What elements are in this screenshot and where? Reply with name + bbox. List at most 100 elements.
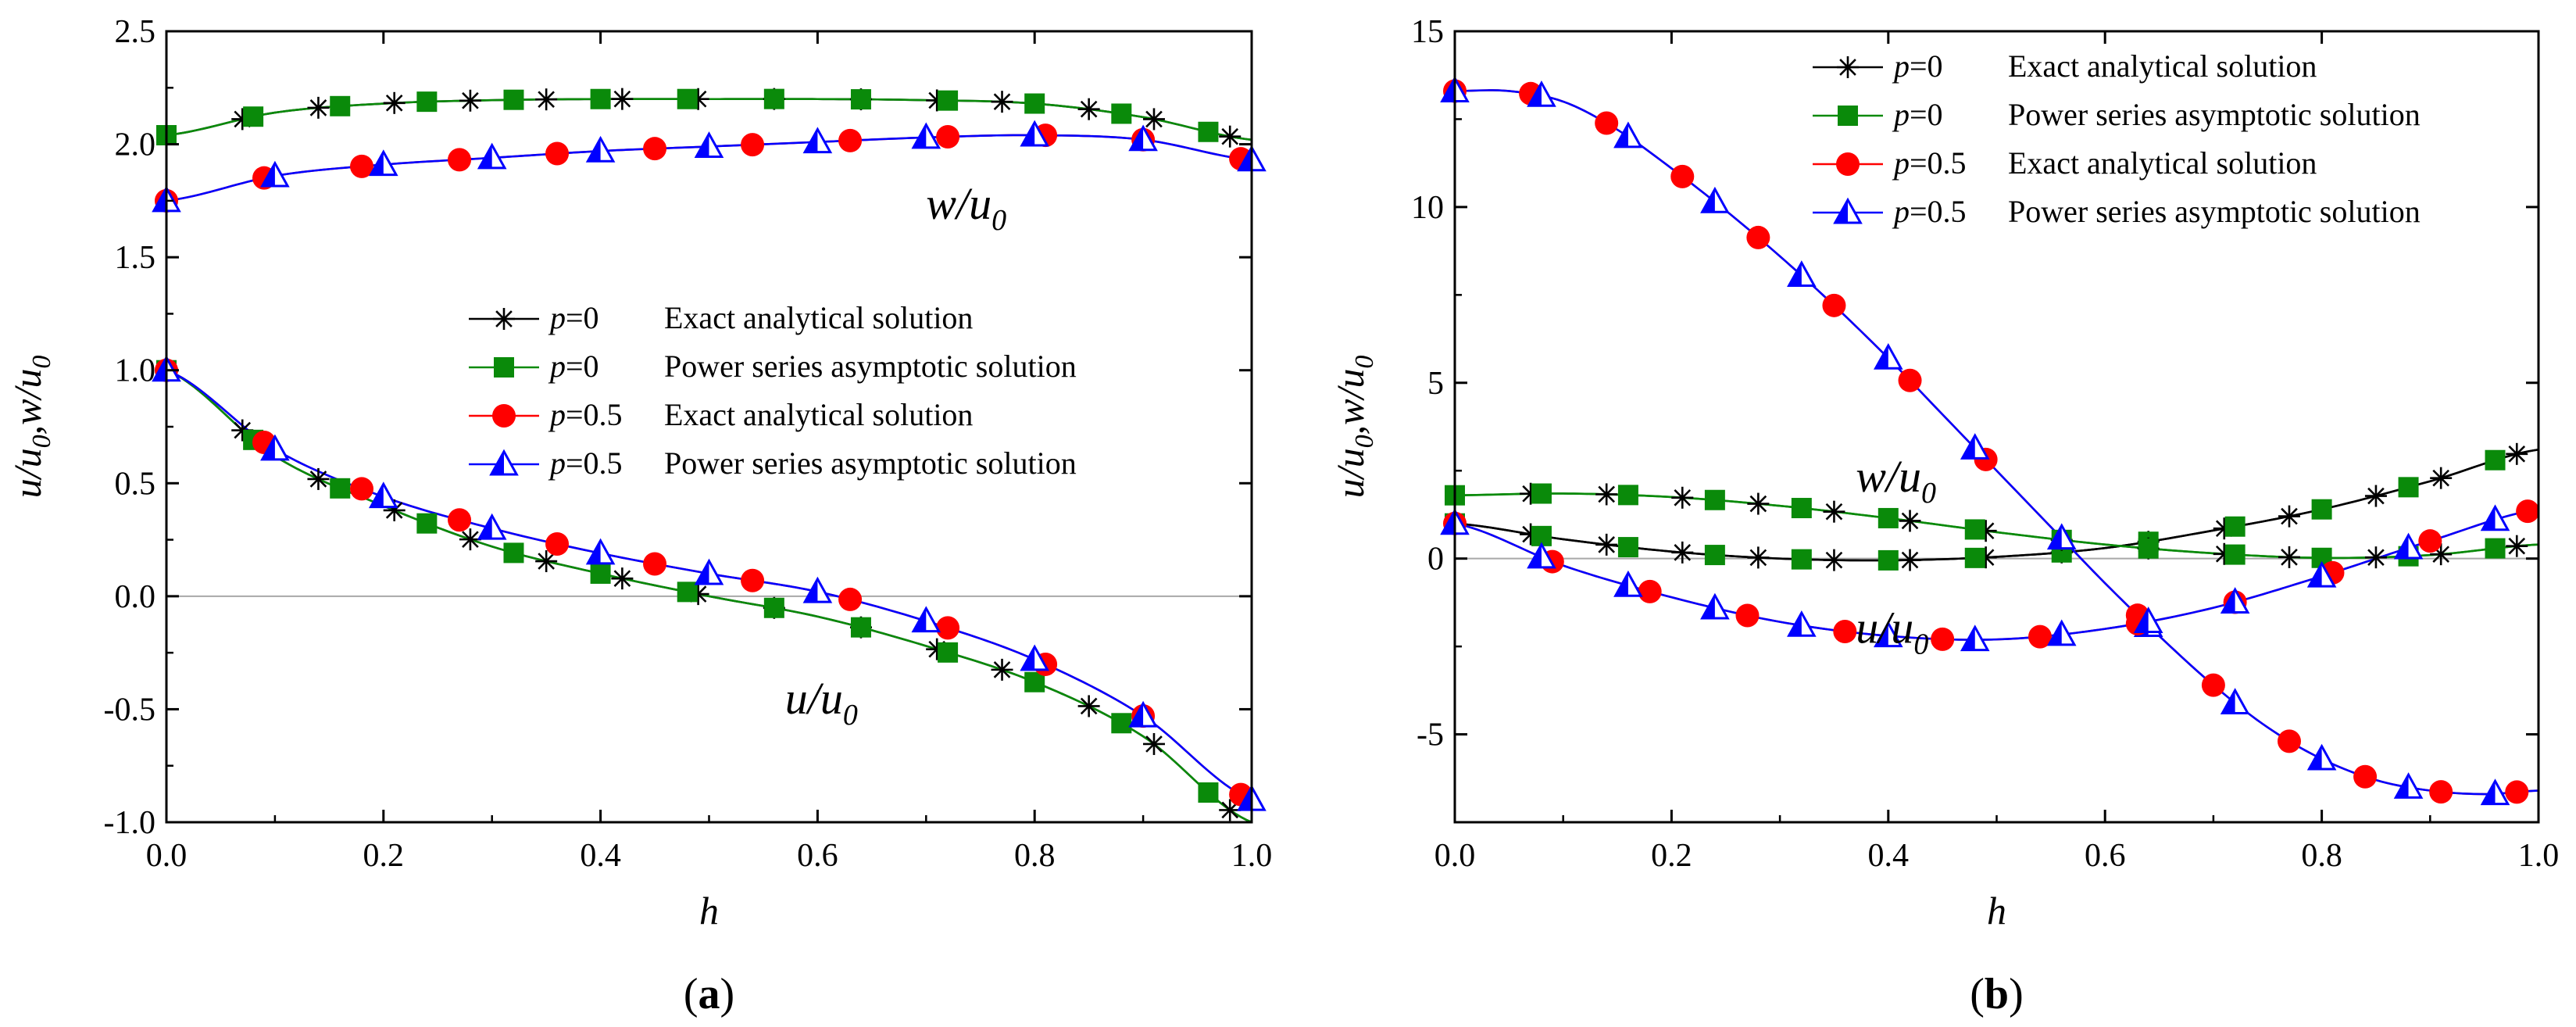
series-3-marker (585, 135, 616, 163)
legend-marker (494, 357, 514, 378)
x-tick-label: 1.0 (1231, 838, 1273, 874)
series-1-marker (1111, 103, 1132, 124)
y-axis-title-text: u/u0,w/u0 (5, 356, 56, 499)
series-0-marker (1142, 108, 1165, 131)
series-4-marker (991, 658, 1013, 681)
series-3-marker (1531, 483, 1552, 504)
y-tick-label: 0 (1427, 542, 1444, 578)
series-0-marker (1219, 125, 1242, 148)
series-7-marker (694, 558, 724, 585)
series-6-marker (1735, 603, 1760, 628)
series-5-marker (677, 581, 698, 603)
y-axis-title-text: u/u0,w/u0 (1328, 356, 1379, 499)
series-0-marker (2364, 485, 2387, 507)
series-5-marker (938, 642, 959, 663)
legend-p: p (548, 446, 566, 481)
series-0-marker (991, 91, 1013, 113)
x-tick-label: 0.0 (146, 838, 188, 874)
series-7-marker (1700, 592, 1730, 620)
series-3-marker (477, 142, 507, 170)
legend-desc: Exact analytical solution (2008, 48, 2317, 84)
x-tick-label: 0.2 (1651, 838, 1692, 874)
panel-label-letter: a (698, 970, 720, 1018)
series-7-marker (1527, 542, 1556, 569)
series-0-marker (1899, 549, 1921, 571)
x-tick-label: 0.4 (1868, 838, 1910, 874)
curve-annotation-text: w/u (1856, 451, 1921, 502)
series-0-marker (535, 88, 558, 111)
series-2-marker (838, 128, 863, 152)
y-axis-title-sub: 0 (1350, 356, 1379, 369)
series-7-marker (2046, 619, 2077, 646)
series-3-marker (911, 122, 941, 149)
series-4-marker (535, 550, 558, 573)
series-3-marker (694, 131, 724, 158)
series-6-marker (741, 568, 765, 592)
series-2-marker (1899, 510, 1921, 532)
series-3-marker (1964, 519, 1985, 540)
series-1-marker (763, 88, 784, 109)
legend-entry: p=0 Power series asymptotic solution (1892, 97, 2421, 132)
legend-eq: =0 (1910, 48, 1943, 84)
series-3-marker (369, 149, 398, 177)
series-2-marker (2364, 546, 2387, 569)
curve-annotation: u/u0 (1856, 603, 1928, 661)
y-axis-title-part: ,w/u (5, 369, 49, 435)
series-3-marker (1878, 507, 1899, 528)
series-1-marker (1878, 549, 1899, 571)
series-line-6 (1454, 508, 2539, 641)
series-5-marker (763, 597, 784, 618)
y-axis-title-part: u/u (1328, 448, 1372, 498)
legend-eq: =0 (566, 300, 599, 335)
series-3-marker (2138, 538, 2159, 559)
series-3-marker (1128, 124, 1158, 152)
series-2-marker (1747, 492, 1770, 515)
series-1-marker (416, 91, 438, 113)
series-5-marker (2046, 523, 2077, 550)
series-5-marker (503, 542, 524, 564)
legend-desc: Exact analytical solution (664, 397, 973, 432)
legend-marker (489, 449, 519, 476)
series-0-marker (1595, 533, 1618, 556)
legend-desc: Power series asymptotic solution (2008, 194, 2421, 229)
series-6-marker (1833, 620, 1857, 644)
y-tick-label: 10 (1411, 190, 1444, 226)
legend-desc: Exact analytical solution (664, 300, 973, 335)
legend-entry: p=0 Exact analytical solution (1892, 48, 2317, 84)
series-3-marker (1020, 120, 1049, 147)
legend-p: p (1892, 97, 1910, 132)
legend-marker (493, 308, 515, 330)
series-7-marker (911, 606, 941, 633)
series-6-marker (643, 552, 667, 576)
series-2-marker (1823, 500, 1845, 523)
panel-label-open: ( (684, 970, 698, 1018)
legend-entry: p=0.5 Exact analytical solution (1892, 145, 2317, 181)
curve-annotation-text: u/u (1856, 603, 1913, 653)
series-0-marker (2506, 442, 2528, 465)
series-0-marker (459, 89, 481, 112)
series-7-marker (1787, 610, 1817, 637)
series-7-marker (2133, 607, 2163, 633)
series-1-marker (1964, 547, 1985, 568)
x-tick-label: 1.0 (2518, 838, 2560, 874)
series-1-marker (503, 89, 524, 110)
series-4-marker (1595, 111, 1619, 135)
panel-label-close: ) (720, 970, 735, 1018)
series-2-marker (2506, 535, 2528, 557)
series-1-marker (2311, 499, 2332, 520)
series-3-marker (1617, 485, 1638, 506)
panel-label: (a) (684, 970, 734, 1018)
series-0-marker (1077, 98, 1100, 120)
series-4-marker (2429, 780, 2453, 804)
series-0-marker (383, 91, 406, 114)
series-1-marker (590, 88, 611, 109)
series-6-marker (2516, 499, 2540, 524)
curve-annotation-sub: 0 (843, 699, 858, 732)
series-1-marker (1704, 545, 1725, 566)
series-1-marker (2398, 477, 2419, 498)
series-4-marker (1898, 368, 1922, 392)
series-5-marker (416, 513, 438, 534)
series-line-7 (1454, 508, 2539, 641)
series-5-marker (1613, 121, 1643, 149)
